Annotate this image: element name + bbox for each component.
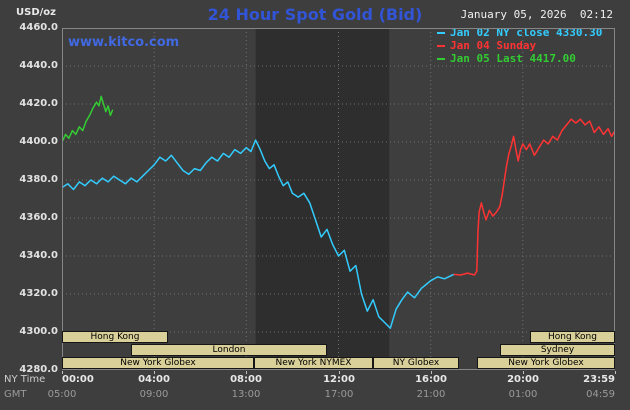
legend: Jan 02 NY close 4330.30 Jan 04 Sunday Jan … [437, 26, 602, 65]
gmt-tick-label: 09:00 [139, 389, 169, 400]
ny-tick-label: 23:59 [583, 374, 615, 385]
legend-label: Jan 02 NY close 4330.30 [450, 26, 603, 39]
gmt-tick-label: 01:00 [508, 389, 538, 400]
legend-item: Jan 02 NY close 4330.30 [437, 26, 602, 39]
ny-time-axis-label: NY Time [4, 374, 46, 385]
gmt-tick-label: 04:59 [586, 389, 615, 400]
axis-tickmark [246, 371, 247, 374]
axis-tickmark [62, 371, 63, 374]
ny-tick-label: 16:00 [415, 374, 447, 385]
legend-item: Jan 04 Sunday [437, 39, 602, 52]
legend-label: Jan 04 Sunday [450, 39, 537, 52]
axis-tickmark [523, 371, 524, 374]
session-london: London [131, 344, 327, 356]
plot-border [62, 28, 615, 370]
y-tick-label: 4340.0 [19, 250, 58, 261]
legend-item: Jan 05 Last 4417.00 [437, 52, 602, 65]
session-hong-kong: Hong Kong [530, 331, 615, 343]
price-series-jan04 [453, 118, 615, 276]
gmt-tick-label: 13:00 [231, 389, 261, 400]
datetime-label: January 05, 2026 02:12 [460, 8, 613, 21]
plot-area: www.kitco.com Hong Kong Hong Kong London Sy… [62, 28, 615, 370]
y-tick-label: 4320.0 [19, 288, 58, 299]
legend-marker-dash [437, 44, 445, 47]
ny-tick-label: 08:00 [230, 374, 262, 385]
y-tick-label: 4360.0 [19, 212, 58, 223]
session-new-york-globex: New York Globex [62, 357, 254, 369]
y-tick-label: 4420.0 [19, 98, 58, 109]
session-bars: Hong Kong Hong Kong London Sydney New York G… [62, 28, 615, 370]
session-new-york-nymex: New York NYMEX [254, 357, 373, 369]
price-series-jan02 [62, 139, 455, 329]
chart-title: 24 Hour Spot Gold (Bid) [207, 5, 423, 24]
ny-tick-label: 20:00 [507, 374, 539, 385]
chart-canvas [62, 28, 615, 370]
axis-tickmark [431, 371, 432, 374]
session-hong-kong: Hong Kong [62, 331, 168, 343]
legend-marker-dash [437, 31, 445, 34]
units-label: USD/oz [16, 7, 56, 18]
gmt-tick-label: 17:00 [324, 389, 354, 400]
ny-tick-label: 12:00 [323, 374, 355, 385]
session-new-york-globex: New York Globex [477, 357, 615, 369]
y-tick-label: 4280.0 [19, 364, 58, 375]
closed-market-band [255, 28, 390, 370]
legend-label: Jan 05 Last 4417.00 [450, 52, 576, 65]
session-ny-globex: NY Globex [373, 357, 459, 369]
session-sydney: Sydney [500, 344, 615, 356]
legend-marker-dash [437, 57, 445, 60]
y-tick-label: 4380.0 [19, 174, 58, 185]
axis-tickmark [339, 371, 340, 374]
gmt-axis-label: GMT [4, 389, 27, 400]
kitco-watermark[interactable]: www.kitco.com [68, 35, 180, 50]
y-tick-label: 4300.0 [19, 326, 58, 337]
gmt-tick-label: 05:00 [47, 389, 77, 400]
ny-tick-label: 04:00 [138, 374, 170, 385]
ny-tick-label: 00:00 [62, 374, 94, 385]
y-tick-label: 4400.0 [19, 136, 58, 147]
axis-tickmark [615, 371, 616, 374]
axis-tickmark [154, 371, 155, 374]
y-tick-label: 4440.0 [19, 60, 58, 71]
gmt-tick-label: 21:00 [416, 389, 446, 400]
price-series-jan05 [62, 95, 114, 143]
